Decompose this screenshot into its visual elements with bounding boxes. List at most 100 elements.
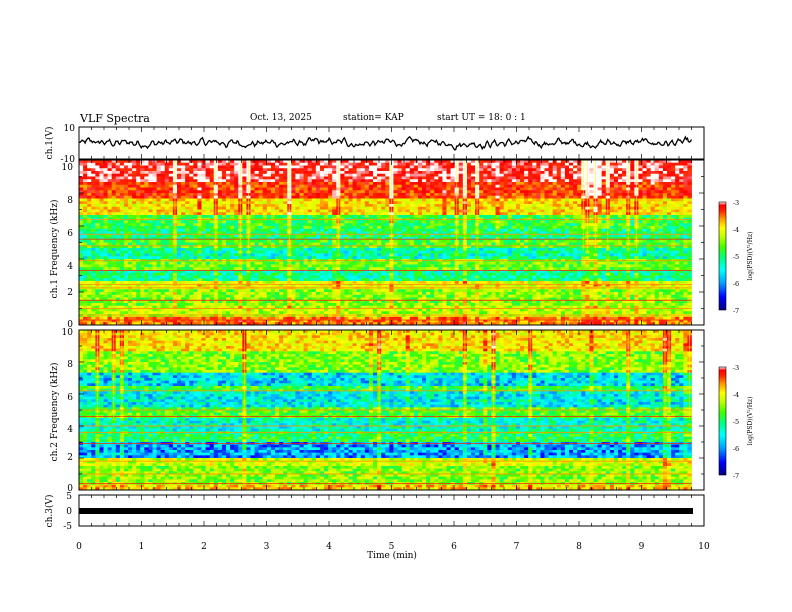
ch1-spec-cell bbox=[442, 215, 447, 219]
ch1-spec-cell bbox=[87, 162, 92, 166]
ch1-spec-cell bbox=[230, 171, 235, 175]
ch1-spec-cell bbox=[495, 190, 500, 194]
ch1-spec-cell bbox=[132, 198, 137, 202]
ch1-spec-cell bbox=[91, 182, 96, 186]
ch1-spec-cell bbox=[397, 201, 402, 205]
ch1-spec-cell bbox=[422, 165, 427, 169]
ch1-spec-cell bbox=[258, 220, 264, 224]
ch1-spec-cell bbox=[377, 245, 382, 249]
ch1-spec-cell bbox=[291, 223, 296, 227]
ch1-spec-cell bbox=[413, 184, 419, 188]
ch1-spec-cell bbox=[675, 223, 680, 227]
ch1-spec-cell bbox=[630, 187, 635, 191]
ch1-spec-cell bbox=[511, 190, 517, 194]
ch1-spec-cell bbox=[479, 212, 484, 216]
ch1-spec-cell bbox=[520, 245, 525, 249]
ch1-spec-cell bbox=[348, 187, 353, 191]
ch1-spec-cell bbox=[630, 182, 635, 186]
ch1-spec-cell bbox=[573, 231, 578, 235]
ch1-spec-cell bbox=[283, 184, 288, 188]
ch1-spec-cell bbox=[646, 165, 652, 169]
ch1-spec-cell bbox=[642, 242, 647, 246]
ch1-spec-cell bbox=[650, 176, 656, 180]
ch1-spec-cell bbox=[197, 195, 202, 199]
ch1-spec-cell bbox=[577, 206, 582, 210]
ch1-spec-cell bbox=[303, 220, 309, 224]
ch1-spec-cell bbox=[630, 245, 635, 249]
ch1-spec-cell bbox=[226, 228, 231, 232]
ch1-spec-cell bbox=[83, 195, 88, 199]
ch1-spec-cell bbox=[491, 242, 496, 246]
ch1-spec-cell bbox=[319, 165, 325, 169]
ch1-spec-cell bbox=[393, 248, 398, 252]
ch1-spec-cell bbox=[495, 195, 500, 199]
ch1-spec-cell bbox=[385, 171, 390, 175]
ch1-spec-cell bbox=[95, 228, 100, 232]
ch1-spec-cell bbox=[140, 223, 145, 227]
ch1-spec-cell bbox=[164, 190, 170, 194]
ch1-spec-cell bbox=[99, 245, 104, 249]
ch1-spec-cell bbox=[270, 212, 276, 216]
ch1-spec-cell bbox=[352, 226, 358, 230]
ch1-spec-cell bbox=[340, 168, 345, 172]
ch1-spec-cell bbox=[573, 173, 578, 177]
ch1-spec-cell bbox=[560, 171, 566, 175]
ch1-spec-cell bbox=[532, 171, 537, 175]
ch1-spec-cell bbox=[499, 234, 505, 238]
ch1-spec-cell bbox=[307, 184, 313, 188]
ch1-spec-cell bbox=[99, 220, 104, 224]
ch1-spec-cell bbox=[515, 160, 521, 164]
ch1-spec-cell bbox=[438, 179, 443, 183]
ch1-spec-cell bbox=[658, 220, 664, 224]
ch1-spec-cell bbox=[450, 204, 456, 208]
ch1-spec-cell bbox=[450, 234, 456, 238]
ch1-spec-cell bbox=[295, 212, 300, 216]
ch1-spec-cell bbox=[283, 212, 288, 216]
ch1-spec-cell bbox=[511, 223, 517, 227]
ch1-spec-cell bbox=[189, 176, 194, 180]
ch1-spec-cell bbox=[548, 187, 554, 191]
ch1-spec-cell bbox=[658, 182, 664, 186]
ch1-spec-cell bbox=[405, 226, 411, 230]
ch1-spec-cell bbox=[577, 182, 582, 186]
ch1-spec-cell bbox=[348, 160, 353, 164]
ch1-spec-cell bbox=[458, 198, 464, 202]
ch1-spec-cell bbox=[471, 182, 476, 186]
ch1-spec-cell bbox=[83, 171, 88, 175]
ch1-spec-cell bbox=[434, 182, 439, 186]
ch1-spec-cell bbox=[119, 182, 125, 186]
ch1-spec-cell bbox=[144, 173, 149, 177]
ch1-spec-cell bbox=[683, 212, 688, 216]
ch1-spec-cell bbox=[393, 212, 398, 216]
ch1-spec-cell bbox=[597, 171, 603, 175]
ch1-spec-cell bbox=[132, 212, 137, 216]
ch1-spec-cell bbox=[107, 223, 113, 227]
ch1-spec-cell bbox=[83, 165, 88, 169]
ch1-spec-cell bbox=[128, 212, 133, 216]
ch1-spec-cell bbox=[254, 228, 260, 232]
ch1-spec-cell bbox=[87, 160, 92, 164]
ch1-spec-cell bbox=[291, 248, 296, 252]
ch1-spec-cell bbox=[511, 187, 517, 191]
ch1-spec-cell bbox=[520, 162, 525, 166]
ch1-spec-cell bbox=[540, 182, 545, 186]
ch1-spec-cell bbox=[95, 165, 100, 169]
ch1-spec-cell bbox=[164, 231, 170, 235]
ch1-spec-cell bbox=[601, 195, 607, 199]
ch1-spec-cell bbox=[201, 226, 206, 230]
ch1-spec-cell bbox=[95, 239, 100, 243]
ch1-spec-cell bbox=[520, 198, 525, 202]
ch1-spec-cell bbox=[217, 171, 223, 175]
ch1-spec-cell bbox=[573, 215, 578, 219]
ch1-spec-cell bbox=[434, 162, 439, 166]
ch1-spec-cell bbox=[303, 231, 309, 235]
ch1-spec-cell bbox=[577, 187, 582, 191]
ch1-spec-cell bbox=[446, 165, 451, 169]
ch1-spec-cell bbox=[266, 239, 272, 243]
ch1-spec-cell bbox=[671, 182, 676, 186]
ch1-spec-cell bbox=[160, 228, 166, 232]
ch1-spec-cell bbox=[136, 209, 141, 213]
ch1-spec-cell bbox=[671, 179, 676, 183]
ch1-spec-cell bbox=[221, 176, 227, 180]
ch1-spec-cell bbox=[107, 171, 113, 175]
